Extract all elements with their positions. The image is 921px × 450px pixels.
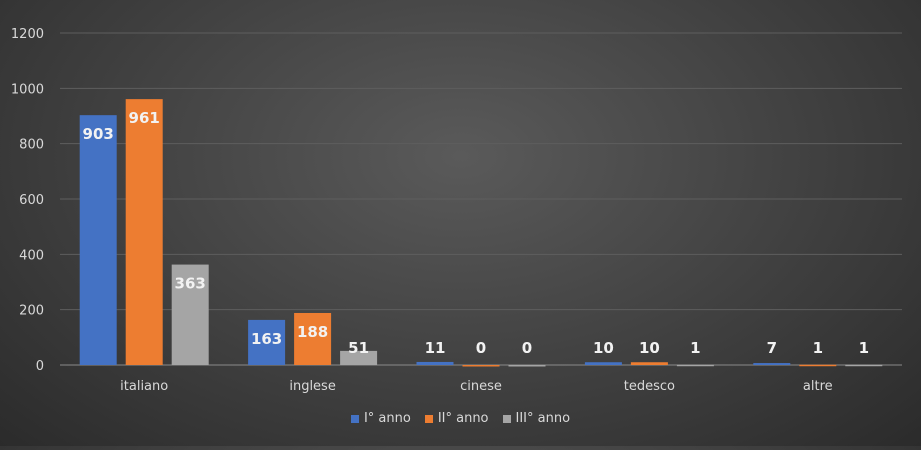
bar-1-altre	[753, 363, 791, 365]
bar-1-cinese	[416, 361, 454, 365]
bar-3-cinese	[508, 365, 546, 367]
bar-3-tedesco	[676, 364, 714, 367]
bar-2-cinese	[462, 365, 500, 367]
x-tick-label-tedesco: tedesco	[624, 379, 675, 394]
legend-swatch-series-3	[502, 414, 511, 423]
data-label-2-italiano: 961	[129, 109, 160, 127]
data-label-1-altre: 7	[767, 339, 777, 357]
legend-label-series-3: III° anno	[515, 411, 571, 426]
y-tick-label-5: 1000	[11, 82, 44, 97]
x-tick-label-altre: altre	[803, 379, 833, 394]
data-label-3-italiano: 363	[175, 275, 206, 293]
bar-2-tedesco	[630, 362, 668, 365]
y-tick-label-4: 800	[19, 138, 44, 153]
data-label-2-cinese: 0	[476, 339, 486, 357]
data-label-3-inglese: 51	[348, 339, 369, 357]
y-tick-label-2: 400	[19, 248, 44, 263]
legend-swatch-series-2	[424, 414, 433, 423]
bar-2-italiano	[125, 99, 163, 365]
legend-swatch-series-1	[350, 414, 359, 423]
bar-2-altre	[799, 364, 837, 367]
bar-1-italiano	[79, 115, 117, 365]
data-label-1-italiano: 903	[83, 125, 114, 143]
data-label-3-altre: 1	[859, 339, 869, 357]
bar-3-altre	[845, 364, 883, 367]
bar-2-inglese	[294, 312, 332, 365]
legend-item-series-3: III° anno	[502, 411, 571, 426]
bar-1-inglese	[248, 319, 286, 365]
legend-item-series-2: II° anno	[424, 411, 489, 426]
chart-legend: I° anno II° anno III° anno	[0, 411, 921, 426]
bar-1-tedesco	[584, 362, 622, 365]
x-tick-label-inglese: inglese	[289, 379, 335, 394]
legend-item-series-1: I° anno	[350, 411, 411, 426]
x-tick-label-cinese: cinese	[460, 379, 502, 394]
data-label-2-altre: 1	[813, 339, 823, 357]
data-label-3-tedesco: 1	[690, 339, 700, 357]
x-tick-label-italiano: italiano	[120, 379, 168, 394]
y-tick-label-6: 1200	[11, 27, 44, 42]
data-label-1-cinese: 11	[425, 339, 446, 357]
y-tick-label-0: 0	[36, 359, 44, 374]
y-tick-label-1: 200	[19, 304, 44, 319]
data-label-1-inglese: 163	[251, 330, 282, 348]
legend-label-series-1: I° anno	[363, 411, 411, 426]
legend-label-series-2: II° anno	[437, 411, 489, 426]
y-tick-label-3: 600	[19, 193, 44, 208]
data-label-1-tedesco: 10	[593, 339, 614, 357]
data-label-2-tedesco: 10	[639, 339, 660, 357]
bar-3-inglese	[340, 350, 378, 365]
data-label-3-cinese: 0	[522, 339, 532, 357]
data-label-2-inglese: 188	[297, 323, 328, 341]
bar-3-italiano	[171, 264, 209, 365]
